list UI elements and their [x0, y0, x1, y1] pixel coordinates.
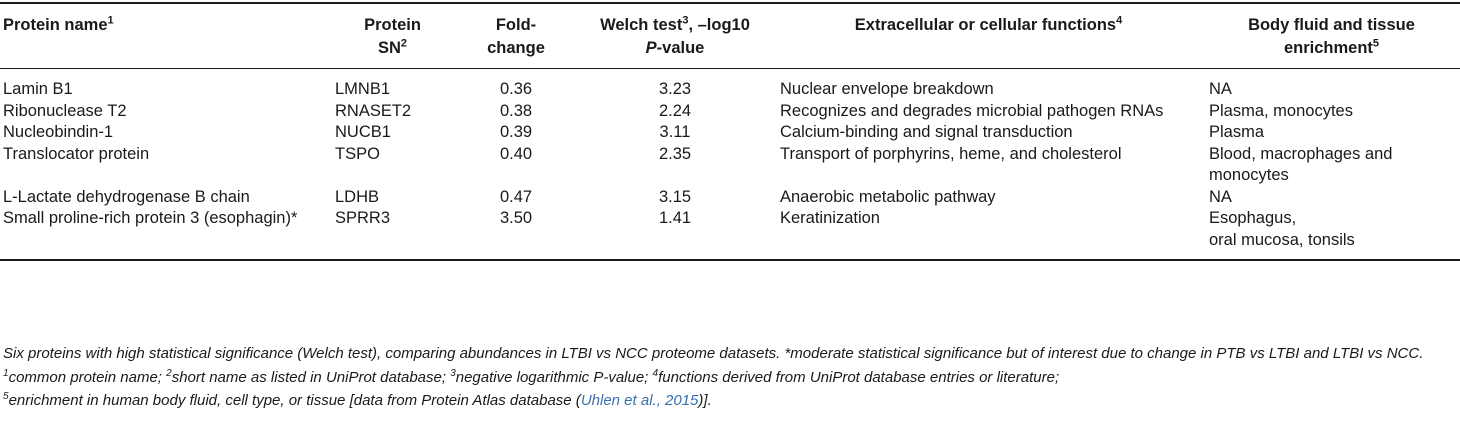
- footnote-2: short name as listed in UniProt database…: [171, 368, 451, 386]
- footnote-marker: 4: [1116, 14, 1123, 27]
- cell-welch: 2.35: [658, 144, 692, 163]
- header-fold-change: Fold-change: [456, 2, 576, 69]
- table-row: L-Lactate dehydrogenase B chain LDHB 0.4…: [0, 187, 1460, 209]
- footnote-marker: 5: [1372, 37, 1380, 50]
- header-body-line1: Body fluid and tissue: [1248, 16, 1415, 34]
- cell-body-fluid: Plasma, monocytes: [1209, 101, 1353, 120]
- cell-fold-change: 0.40: [499, 144, 533, 163]
- footnote-marker: 2: [166, 367, 172, 379]
- footnote-3: negative logarithmic P-value;: [455, 368, 653, 386]
- header-protein-sn-line2: SN: [377, 39, 401, 57]
- caption-main: Six proteins with high statistical signi…: [3, 345, 1424, 362]
- cell-body-fluid: NA: [1209, 187, 1232, 206]
- cell-welch: 1.41: [576, 208, 774, 261]
- cell-protein-sn: LDHB: [335, 187, 380, 206]
- protein-table: Protein name1 Protein SN2 Fold-change Wel…: [0, 2, 1460, 261]
- cell-protein-name: Lamin B1: [3, 80, 73, 98]
- footnote-marker: 3: [450, 367, 456, 379]
- cell-function: Recognizes and degrades microbial pathog…: [780, 101, 1164, 120]
- header-functions: Extracellular or cellular functions4: [774, 2, 1203, 69]
- header-protein-sn: Protein SN2: [329, 2, 456, 69]
- cell-fold-change: 0.36: [499, 80, 533, 98]
- cell-welch: 2.24: [658, 101, 692, 120]
- header-body-fluid: Body fluid and tissue enrichment5: [1203, 2, 1460, 69]
- cell-body-fluid: NA: [1209, 80, 1232, 98]
- header-protein-sn-line1: Protein: [364, 16, 421, 34]
- header-welch-line1: Welch test: [600, 16, 683, 34]
- cell-protein-name: L-Lactate dehydrogenase B chain: [3, 187, 250, 206]
- cell-body-fluid: Esophagus, oral mucosa, tonsils: [1203, 208, 1460, 261]
- table-row: Translocator protein TSPO 0.40 2.35 Tran…: [0, 144, 1460, 187]
- cell-protein-sn: TSPO: [335, 144, 380, 163]
- table-row: Ribonuclease T2 RNASET2 0.38 2.24 Recogn…: [0, 101, 1460, 123]
- footnote-5: enrichment in human body fluid, cell typ…: [8, 392, 581, 409]
- footnote-marker: 1: [3, 367, 9, 379]
- cell-protein-name: Ribonuclease T2: [3, 101, 127, 120]
- cell-protein-sn: LMNB1: [335, 80, 391, 98]
- cell-welch: 3.15: [658, 187, 692, 206]
- footnote-marker: 5: [3, 391, 9, 402]
- header-welch-p: P: [645, 39, 657, 57]
- header-functions-text: Extracellular or cellular functions: [854, 16, 1117, 34]
- cell-welch: 3.11: [659, 123, 691, 141]
- footnote-1: common protein name;: [8, 368, 167, 386]
- cell-body-line1: Esophagus,: [1209, 209, 1297, 227]
- citation-link[interactable]: Uhlen et al., 2015: [580, 392, 699, 409]
- table-row: Nucleobindin-1 NUCB1 0.39 3.11 Calcium-b…: [0, 122, 1460, 144]
- header-body-line2: enrichment: [1283, 39, 1373, 57]
- header-protein-name: Protein name1: [0, 2, 329, 69]
- cell-body-fluid: Blood, macrophages and monocytes: [1209, 144, 1393, 185]
- header-welch-test: Welch test3, –log10 P-value: [576, 2, 774, 69]
- header-fold-line2: change: [487, 39, 545, 57]
- cell-fold-change: 3.50: [456, 208, 576, 261]
- cell-protein-sn: NUCB1: [335, 123, 391, 141]
- cell-fold-change: 0.38: [499, 101, 533, 120]
- table-body: Lamin B1 LMNB1 0.36 3.23 Nuclear envelop…: [0, 69, 1460, 261]
- footnote-marker: 3: [682, 14, 689, 27]
- footnote-marker: 4: [652, 367, 659, 379]
- footnote-5-end: )].: [698, 392, 712, 409]
- footnote-4: functions derived from UniProt database …: [658, 368, 1060, 386]
- cell-protein-name: Small proline-rich protein 3 (esophagin)…: [0, 208, 329, 261]
- cell-protein-sn: RNASET2: [335, 101, 412, 120]
- cell-body-line2: oral mucosa, tonsils: [1209, 230, 1355, 249]
- cell-fold-change: 0.39: [499, 123, 533, 141]
- table-row: Small proline-rich protein 3 (esophagin)…: [0, 208, 1460, 261]
- cell-welch: 3.23: [658, 80, 692, 98]
- table-caption: Six proteins with high statistical signi…: [3, 342, 1453, 413]
- header-welch-line1-tail: , –log10: [688, 16, 750, 34]
- header-welch-line2-tail: -value: [656, 39, 705, 57]
- cell-function: Calcium-binding and signal transduction: [780, 123, 1073, 141]
- table-header: Protein name1 Protein SN2 Fold-change Wel…: [0, 2, 1460, 69]
- cell-function: Transport of porphyrins, heme, and chole…: [780, 144, 1122, 163]
- footnote-marker: 1: [107, 14, 114, 27]
- header-protein-name-text: Protein name: [3, 16, 108, 34]
- footnote-marker: 2: [400, 37, 408, 50]
- cell-function: Nuclear envelope breakdown: [780, 80, 994, 98]
- cell-protein-name: Nucleobindin-1: [3, 123, 114, 141]
- cell-protein-name: Translocator protein: [3, 144, 150, 163]
- header-row: Protein name1 Protein SN2 Fold-change Wel…: [0, 2, 1460, 69]
- cell-protein-sn: SPRR3: [329, 208, 456, 261]
- cell-fold-change: 0.47: [499, 187, 533, 206]
- cell-function: Anaerobic metabolic pathway: [780, 187, 996, 206]
- header-fold-line1: Fold-: [495, 16, 537, 34]
- cell-body-fluid: Plasma: [1209, 123, 1265, 141]
- cell-function: Keratinization: [774, 208, 1203, 261]
- table-row: Lamin B1 LMNB1 0.36 3.23 Nuclear envelop…: [0, 69, 1460, 101]
